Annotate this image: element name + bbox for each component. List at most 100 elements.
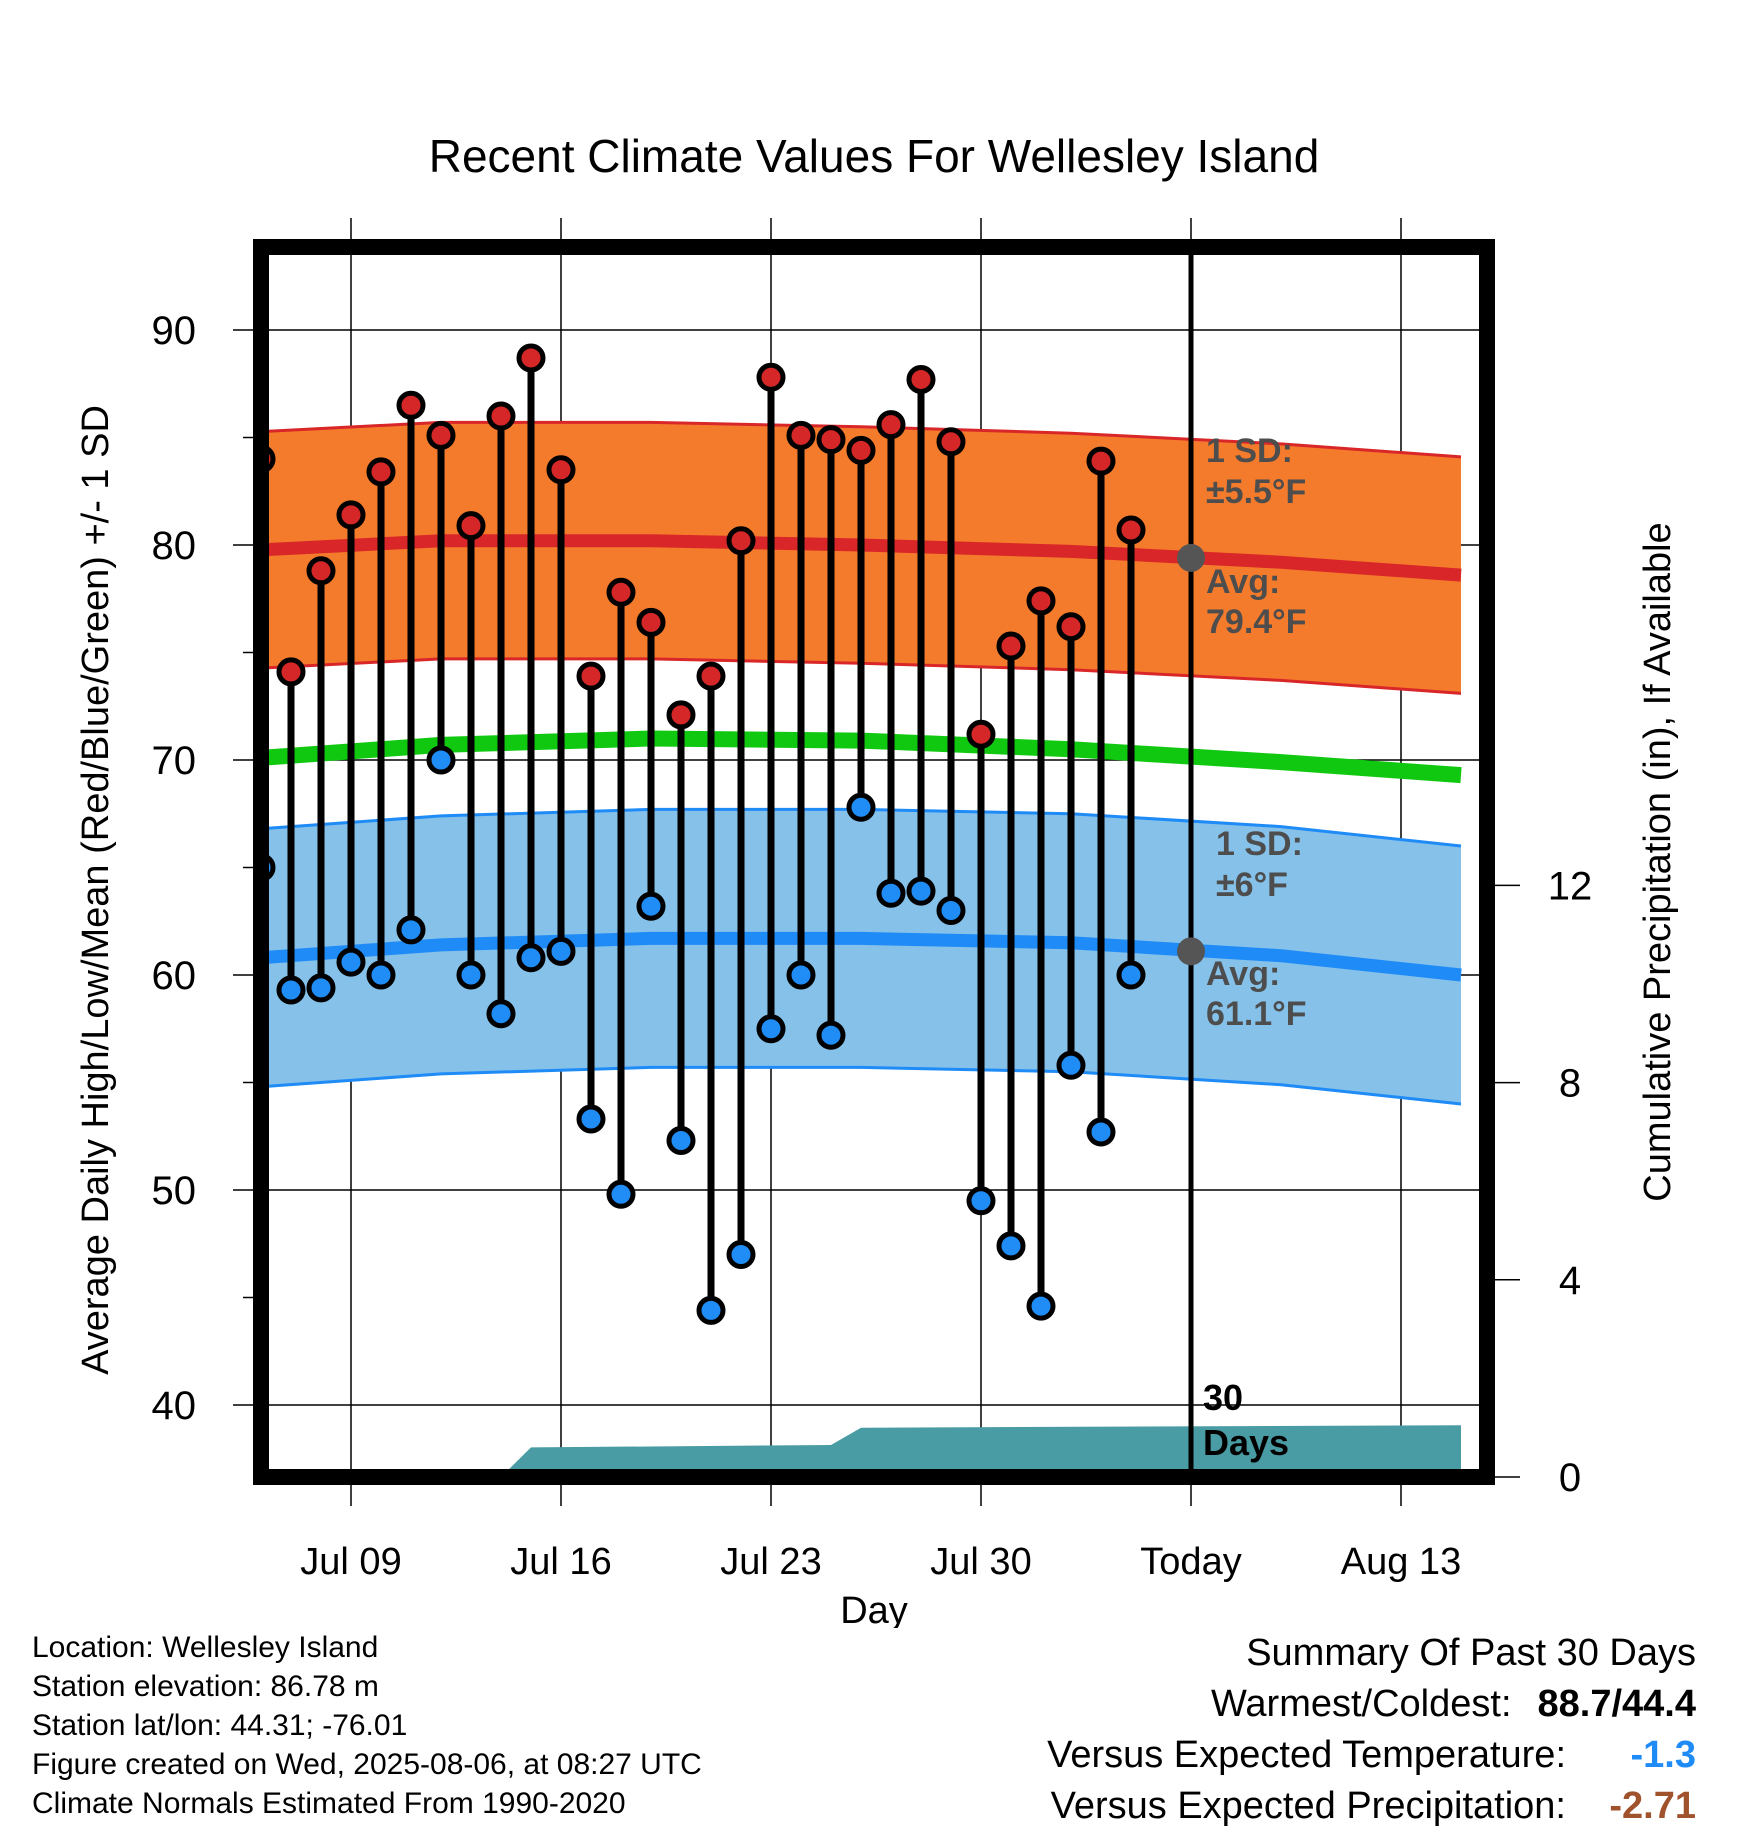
daily-high-point bbox=[1149, 0, 1173, 12]
daily-high-point bbox=[1056, 612, 1086, 642]
low-avg-label: Avg: bbox=[1206, 955, 1280, 993]
daily-high-point bbox=[336, 500, 366, 530]
daily-high-point bbox=[276, 657, 306, 687]
daily-high-point bbox=[426, 420, 456, 450]
today-window-label: Days bbox=[1203, 1422, 1289, 1463]
daily-low-point bbox=[426, 745, 456, 775]
low-normal-line bbox=[261, 931, 1462, 982]
daily-low-point bbox=[516, 943, 546, 973]
summary-heading: Summary Of Past 30 Days bbox=[1246, 1632, 1696, 1674]
daily-high-point bbox=[396, 390, 426, 420]
daily-high-point bbox=[366, 457, 396, 487]
x-tick-label: Aug 13 bbox=[1341, 1541, 1461, 1583]
daily-high-point bbox=[906, 364, 936, 394]
summary-panel: Summary Of Past 30 Days Warmest/Coldest:… bbox=[1047, 1628, 1696, 1832]
y2-tick-label: 8 bbox=[1559, 1062, 1581, 1106]
temp-value: -1.3 bbox=[1630, 1734, 1696, 1776]
x-tick-label: Jul 16 bbox=[510, 1541, 611, 1583]
daily-low-point bbox=[606, 1179, 636, 1209]
daily-low-point bbox=[846, 792, 876, 822]
daily-low-point bbox=[756, 1014, 786, 1044]
summary-temp-row: Versus Expected Temperature: -1.3 bbox=[1047, 1730, 1696, 1781]
daily-high-point bbox=[996, 631, 1026, 661]
summary-precip-row: Versus Expected Precipitation: -2.71 bbox=[1047, 1781, 1696, 1832]
daily-high-point bbox=[516, 343, 546, 373]
x-axis-label: Day bbox=[840, 1590, 908, 1628]
daily-high-point bbox=[546, 455, 576, 485]
today-low-normal-marker bbox=[1177, 937, 1205, 966]
latlon-text: Station lat/lon: 44.31; -76.01 bbox=[32, 1709, 408, 1742]
low-sd-label: 1 SD: bbox=[1216, 825, 1303, 863]
y-tick-label: 60 bbox=[152, 954, 197, 998]
daily-high-point bbox=[696, 661, 726, 691]
daily-low-point bbox=[936, 896, 966, 925]
daily-high-point bbox=[1116, 515, 1146, 545]
y-tick-label: 80 bbox=[152, 524, 197, 568]
daily-low-point bbox=[456, 960, 486, 990]
normals-text: Climate Normals Estimated From 1990-2020 bbox=[32, 1787, 626, 1820]
daily-high-point bbox=[576, 661, 606, 691]
y2-tick-label: 0 bbox=[1559, 1456, 1581, 1500]
y-tick-label: 40 bbox=[152, 1384, 197, 1428]
today-high-normal-marker bbox=[1177, 543, 1205, 572]
climate-chart: Recent Climate Values For Wellesley Isla… bbox=[75, 0, 1679, 1628]
daily-low-point bbox=[396, 915, 426, 945]
daily-high-point bbox=[666, 700, 696, 730]
high-sd-label: 1 SD: bbox=[1206, 432, 1293, 470]
high-avg-label: Avg: bbox=[1206, 563, 1280, 601]
station-info: Location: Wellesley Island Station eleva… bbox=[32, 1628, 702, 1823]
daily-high-point bbox=[756, 362, 786, 392]
y-axis-label: Average Daily High/Low/Mean (Red/Blue/Gr… bbox=[75, 405, 117, 1375]
y-tick-label: 90 bbox=[152, 309, 197, 353]
daily-low-point bbox=[276, 975, 306, 1005]
warmest-label: Warmest/Coldest: bbox=[1210, 1683, 1512, 1725]
precip-area bbox=[261, 1425, 1461, 1477]
daily-high-point bbox=[936, 427, 966, 457]
daily-low-point bbox=[336, 947, 366, 977]
daily-low-point bbox=[576, 1104, 606, 1134]
low-band-lower-edge bbox=[261, 1065, 1462, 1106]
daily-low-point bbox=[876, 878, 906, 908]
daily-high-point bbox=[966, 719, 996, 749]
y2-tick-label: 4 bbox=[1559, 1259, 1581, 1303]
precip-label: Versus Expected Precipitation: bbox=[1050, 1785, 1566, 1827]
daily-low-point bbox=[786, 960, 816, 990]
y2-axis-label: Cumulative Precipitation (in), If Availa… bbox=[1637, 522, 1679, 1201]
y-tick-label: 70 bbox=[152, 739, 197, 783]
high-sd-value: ±5.5°F bbox=[1206, 473, 1306, 511]
daily-high-point bbox=[846, 435, 876, 465]
x-tick-label: Today bbox=[1140, 1541, 1241, 1583]
daily-low-point bbox=[696, 1295, 726, 1325]
elevation-text: Station elevation: 86.78 m bbox=[32, 1670, 379, 1703]
daily-low-point bbox=[636, 891, 666, 921]
x-tick-label: Jul 30 bbox=[930, 1541, 1031, 1583]
axes: 40 50 60 70 80 90 0 4 8 12 Jul 09 Jul 16 Jul 23 Jul 3… bbox=[152, 218, 1593, 1583]
daily-high-point bbox=[486, 401, 516, 431]
daily-low-point bbox=[906, 876, 936, 906]
daily-low-point bbox=[966, 1186, 996, 1216]
daily-low-point bbox=[306, 973, 336, 1003]
daily-low-point bbox=[546, 936, 576, 966]
plot-frame bbox=[253, 239, 1495, 1485]
daily-low-point bbox=[1116, 960, 1146, 990]
chart-title: Recent Climate Values For Wellesley Isla… bbox=[429, 130, 1320, 182]
daily-high-point bbox=[786, 420, 816, 450]
daily-high-point bbox=[1086, 446, 1116, 476]
daily-low-point bbox=[996, 1231, 1026, 1261]
x-tick-label: Jul 09 bbox=[300, 1541, 401, 1583]
summary-warmest-row: Warmest/Coldest: 88.7/44.4 bbox=[1047, 1679, 1696, 1730]
daily-high-point bbox=[636, 607, 666, 637]
daily-high-point bbox=[816, 425, 846, 455]
daily-low-point bbox=[1026, 1291, 1056, 1321]
created-text: Figure created on Wed, 2025-08-06, at 08… bbox=[32, 1748, 702, 1781]
daily-high-point bbox=[306, 556, 336, 586]
precip-value: -2.71 bbox=[1609, 1785, 1696, 1827]
y2-tick-label: 12 bbox=[1548, 864, 1593, 908]
daily-low-point bbox=[1149, 0, 1173, 12]
warmest-value: 88.7/44.4 bbox=[1537, 1683, 1696, 1725]
daily-low-point bbox=[666, 1126, 696, 1156]
daily-low-point bbox=[816, 1020, 846, 1050]
daily-low-point bbox=[366, 960, 396, 990]
high-avg-value: 79.4°F bbox=[1206, 603, 1307, 641]
